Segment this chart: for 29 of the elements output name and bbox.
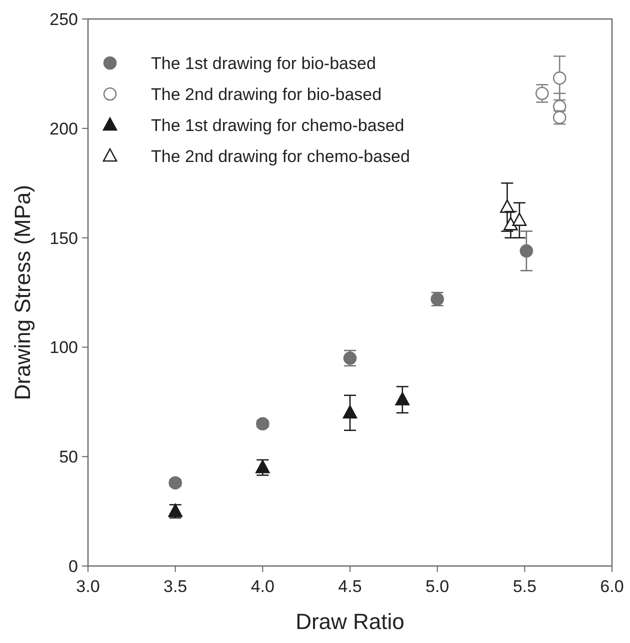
point xyxy=(512,212,527,226)
legend-label: The 1st drawing for bio-based xyxy=(151,54,376,73)
legend-label: The 1st drawing for chemo-based xyxy=(151,116,404,135)
point xyxy=(552,71,566,85)
y-tick-label: 150 xyxy=(50,228,78,248)
x-tick-label: 4.5 xyxy=(338,577,362,596)
y-axis-title: Drawing Stress (MPa) xyxy=(10,184,35,400)
x-tick-label: 5.5 xyxy=(512,577,536,596)
point xyxy=(535,86,549,100)
y-tick-label: 100 xyxy=(50,338,78,358)
point xyxy=(256,460,270,474)
point xyxy=(395,392,410,406)
x-tick-label: 4.0 xyxy=(250,577,274,596)
point xyxy=(256,417,270,430)
y-tick-label: 50 xyxy=(59,448,78,467)
legend-label: The 2nd drawing for bio-based xyxy=(151,85,382,104)
y-tick-label: 250 xyxy=(50,10,78,29)
x-axis-title: Draw Ratio xyxy=(296,609,404,634)
point xyxy=(168,476,182,490)
point xyxy=(342,405,358,418)
x-tick-label: 3.0 xyxy=(76,577,100,596)
point xyxy=(520,244,534,258)
y-tick-label: 200 xyxy=(50,119,78,138)
x-tick-label: 3.5 xyxy=(164,577,188,596)
point xyxy=(504,217,518,230)
x-tick-label: 6.0 xyxy=(600,577,624,596)
legend-label: The 2nd drawing for chemo-based xyxy=(151,147,410,166)
y-tick-label: 0 xyxy=(68,557,78,576)
x-tick-label: 5.0 xyxy=(426,577,450,596)
